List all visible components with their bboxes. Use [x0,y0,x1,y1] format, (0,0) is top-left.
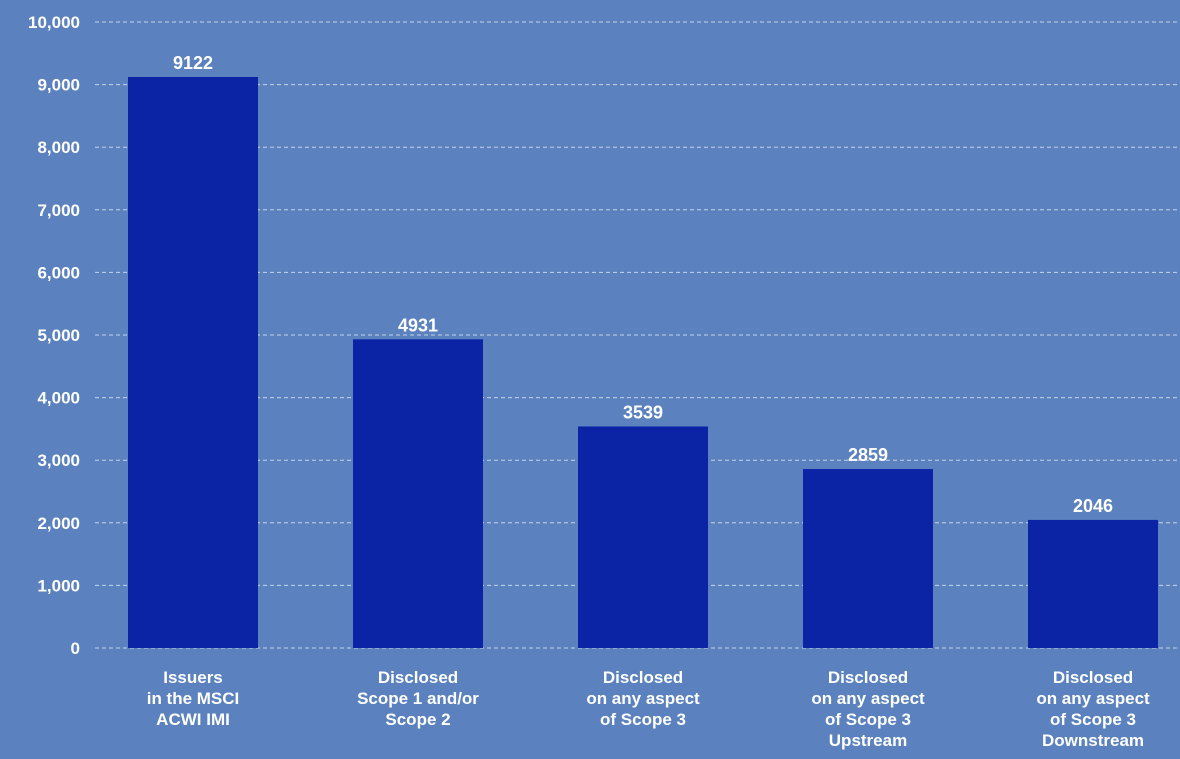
category-label-line: Disclosed [378,668,458,687]
category-label: Disclosed Scope 1 and/or Scope 2 [357,668,479,729]
category-label-line: Downstream [1042,731,1144,750]
y-tick-label: 1,000 [37,576,80,595]
data-label: 3539 [623,402,663,422]
category-label-line: Scope 1 and/or [357,689,479,708]
bar [128,76,258,649]
data-labels: 9122 4931 3539 2859 2046 [173,53,1113,516]
bar [1028,519,1158,648]
data-label: 9122 [173,53,213,73]
y-axis-ticks: 0 1,000 2,000 3,000 4,000 5,000 6,000 7,000 8,00… [28,13,80,658]
bar [578,426,708,648]
data-label: 4931 [398,315,438,335]
y-tick-label: 3,000 [37,451,80,470]
y-tick-label: 4,000 [37,389,80,408]
category-label-line: on any aspect [811,689,925,708]
y-tick-label: 9,000 [37,76,80,95]
category-label: Disclosed on any aspect of Scope 3 [586,668,700,729]
y-tick-label: 5,000 [37,326,80,345]
y-tick-label: 6,000 [37,263,80,282]
category-label-line: Issuers [163,668,223,687]
category-label-line: of Scope 3 [1050,710,1136,729]
y-tick-label: 7,000 [37,201,80,220]
data-label: 2046 [1073,496,1113,516]
category-label-line: Disclosed [603,668,683,687]
bar [353,339,483,648]
category-label-line: Scope 2 [385,710,450,729]
category-label: Issuers in the MSCI ACWI IMI [147,668,240,729]
bars [128,76,1158,649]
category-label-line: ACWI IMI [156,710,230,729]
category-label-line: of Scope 3 [825,710,911,729]
category-label-line: Disclosed [1053,668,1133,687]
category-label-line: Upstream [829,731,907,750]
category-label-line: on any aspect [1036,689,1150,708]
category-label-line: Disclosed [828,668,908,687]
y-tick-label: 8,000 [37,138,80,157]
y-tick-label: 0 [71,639,80,658]
data-label: 2859 [848,445,888,465]
y-tick-label: 2,000 [37,514,80,533]
bar [803,469,933,648]
category-label-line: of Scope 3 [600,710,686,729]
category-label: Disclosed on any aspect of Scope 3 Upstream [811,668,925,750]
category-labels: Issuers in the MSCI ACWI IMI Disclosed Scope… [147,668,1150,750]
y-tick-label: 10,000 [28,13,80,32]
category-label-line: on any aspect [586,689,700,708]
category-label: Disclosed on any aspect of Scope 3 Downstre… [1036,668,1150,750]
category-label-line: in the MSCI [147,689,240,708]
